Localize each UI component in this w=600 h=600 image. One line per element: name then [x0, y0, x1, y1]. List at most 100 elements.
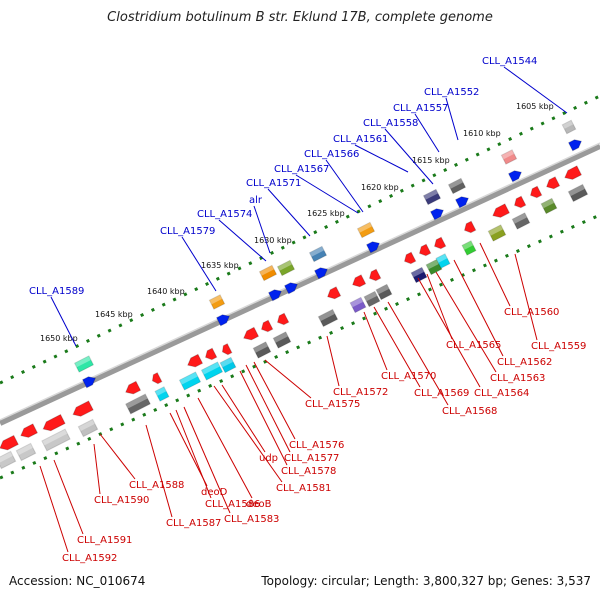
kbp-tick-label: 1650 kbp	[40, 334, 78, 343]
reverse-gene-label: udp	[259, 453, 278, 464]
olivegreen-block-r	[540, 197, 558, 215]
reverse-leader-line	[479, 242, 511, 307]
cyan-block-r1	[154, 386, 170, 402]
kbp-tick-label: 1645 kbp	[95, 310, 133, 319]
reverse-gene-label: CLL_A1577	[284, 453, 339, 464]
forward-gene-label: CLL_A1566	[304, 149, 359, 160]
blue-arrow-9	[507, 170, 523, 183]
kbp-tick-label: 1620 kbp	[361, 183, 399, 192]
red-gene-arrow-13	[326, 286, 342, 300]
map-title: Clostridium botulinum B str. Eklund 17B,…	[107, 10, 493, 25]
reverse-gene-label: CLL_A1568	[442, 406, 497, 417]
forward-leader-line	[181, 236, 217, 292]
forward-gene-label: CLL_A1557	[393, 103, 448, 114]
reverse-gene-label: CLL_A1572	[333, 387, 388, 398]
forward-leader-line	[267, 188, 311, 237]
red-gene-arrow-23	[545, 176, 561, 190]
red-gene-arrow-7	[187, 353, 204, 368]
forward-gene-label: CLL_A1574	[197, 209, 252, 220]
kbp-tick-label: 1610 kbp	[463, 129, 501, 138]
darkgray-block-r2	[252, 341, 272, 359]
reverse-gene-label: deoB	[246, 499, 272, 510]
blue-arrow-6	[365, 241, 381, 254]
accession-text: Accession: NC_010674	[9, 574, 146, 588]
reverse-leader-line	[99, 433, 136, 480]
kbp-tick-label: 1625 kbp	[307, 209, 345, 218]
forward-leader-line	[218, 219, 267, 262]
reverse-gene-label: CLL_A1564	[474, 388, 529, 399]
forward-gene-label: CLL_A1589	[29, 286, 84, 297]
forward-gene-label: CLL_A1561	[333, 134, 388, 145]
red-gene-arrow-22	[529, 185, 543, 199]
olive-block-1	[276, 259, 296, 277]
red-gene-arrow-15	[368, 268, 382, 282]
reverse-leader-line	[514, 253, 538, 341]
outer-tick-row	[0, 94, 600, 385]
red-gene-arrow-2	[20, 423, 39, 438]
darkgray-block-r7	[511, 212, 531, 230]
kbp-tick-label: 1630 kbp	[254, 236, 292, 245]
reverse-gene-label: CLL_A1591	[77, 535, 132, 546]
forward-gene-label: CLL_A1552	[424, 87, 479, 98]
cyan-block-r4	[219, 356, 237, 374]
reverse-leader-line	[53, 459, 84, 535]
silver-block-r3	[41, 428, 71, 452]
reverse-gene-label: CLL_A1576	[289, 440, 344, 451]
reverse-leader-line	[387, 301, 449, 406]
reverse-gene-label: CLL_A1578	[281, 466, 336, 477]
reverse-gene-label: CLL_A1588	[129, 480, 184, 491]
blue-arrow-5	[313, 267, 329, 280]
silver-block	[561, 119, 577, 135]
blue-arrow-7	[429, 208, 445, 221]
silver-block-r2	[15, 442, 37, 462]
reverse-leader-line	[145, 424, 173, 518]
reverse-gene-label: CLL_A1581	[276, 483, 331, 494]
blue-arrow-1	[81, 376, 97, 389]
red-gene-arrow-17	[418, 243, 432, 257]
red-gene-arrow-6	[151, 372, 163, 385]
darkgray-block-r8	[567, 183, 589, 203]
forward-leader-line	[384, 128, 434, 185]
darkgray-block-r1	[125, 393, 151, 415]
darkgray-block-r4	[317, 308, 339, 328]
reverse-leader-line	[39, 465, 69, 553]
red-gene-arrow-10	[243, 326, 260, 341]
red-gene-arrow-18	[433, 236, 447, 250]
salmon-block	[500, 149, 518, 165]
reverse-leader-line	[264, 359, 312, 399]
darkgray-block-1	[447, 177, 467, 195]
reverse-leader-line	[326, 335, 340, 387]
reverse-leader-line	[93, 443, 101, 495]
reverse-leader-line	[453, 259, 504, 357]
reverse-leader-line	[169, 412, 208, 487]
reverse-gene-label: CLL_A1559	[531, 341, 586, 352]
forward-gene-label: CLL_A1558	[363, 118, 418, 129]
forward-leader-line	[414, 113, 440, 153]
orange-block-2	[258, 264, 278, 282]
red-gene-arrow-9	[221, 343, 233, 356]
genome-backbone-highlight	[0, 142, 600, 421]
orange-block-3	[356, 221, 376, 239]
red-gene-arrow-8	[204, 347, 218, 361]
kbp-tick-label: 1615 kbp	[412, 156, 450, 165]
reverse-gene-label: CLL_A1575	[305, 399, 360, 410]
forward-leader-line	[445, 97, 459, 141]
red-gene-arrow-16	[403, 251, 417, 265]
genome-info-text: Topology: circular; Length: 3,800,327 bp…	[261, 574, 591, 588]
reverse-gene-label: CLL_A1586	[205, 499, 260, 510]
reverse-gene-label: CLL_A1560	[504, 307, 559, 318]
reverse-leader-line	[221, 384, 266, 453]
reverse-leader-line	[435, 271, 497, 373]
blue-arrow-2	[215, 314, 231, 327]
reverse-leader-line	[426, 273, 453, 340]
reverse-leader-line	[183, 406, 231, 514]
reverse-leader-line	[253, 361, 296, 440]
red-gene-arrow-4	[72, 400, 94, 417]
forward-gene-label: CLL_A1571	[246, 178, 301, 189]
reverse-gene-label: CLL_A1563	[490, 373, 545, 384]
orange-block-1	[208, 294, 226, 310]
forward-leader-line	[354, 144, 409, 173]
reverse-gene-label: CLL_A1570	[381, 371, 436, 382]
reverse-leader-line	[239, 370, 288, 466]
olive-block-r2	[487, 224, 507, 242]
